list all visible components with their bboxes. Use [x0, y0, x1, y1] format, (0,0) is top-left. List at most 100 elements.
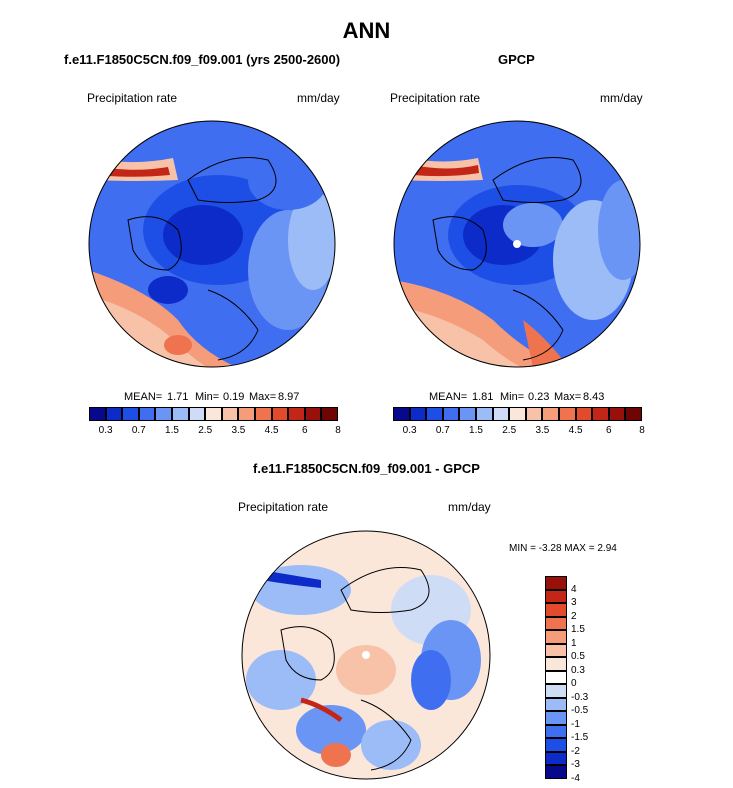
panel-2-colorbar-tick-label: 6 — [606, 425, 612, 436]
panel-2-colorbar-swatch — [393, 407, 410, 421]
panel-2-colorbar-swatch — [525, 407, 543, 421]
panel-1-colorbar-tick-label: 8 — [335, 425, 341, 436]
panel-2-subtitle: GPCP — [498, 52, 535, 67]
panel-1-subtitle: f.e11.F1850C5CN.f09_f09.001 (yrs 2500-26… — [64, 52, 341, 67]
diff-colorbar-tick-label: -1 — [571, 718, 580, 730]
diff-panel-minmax: MIN = -3.28 MAX = 2.94 — [509, 543, 617, 554]
panel-1-colorbar-swatch — [105, 407, 123, 421]
panel-1-colorbar-swatch — [304, 407, 322, 421]
diff-colorbar-tick-label: 0.5 — [571, 651, 585, 663]
panel-1-max-label: Max= — [249, 391, 277, 403]
panel-1-mean-value: 1.71 — [167, 391, 189, 403]
diff-colorbar-tick-label: -0.3 — [571, 691, 589, 703]
diff-colorbar-tick-label: 4 — [571, 583, 577, 595]
panel-1-colorbar-swatch — [122, 407, 139, 421]
panel-1-colorbar-swatch — [172, 407, 189, 421]
panel-2-colorbar-swatch — [409, 407, 427, 421]
panel-1-colorbar-swatch — [238, 407, 255, 421]
diff-colorbar-swatch — [545, 684, 567, 698]
panel-2-colorbar-swatch — [492, 407, 510, 421]
panel-1-colorbar-swatch — [271, 407, 289, 421]
diff-colorbar-tick-label: -0.5 — [571, 705, 589, 717]
panel-2-colorbar-ticks: 0.3 0.7 1.5 2.5 3.5 4.5 6 8 — [393, 425, 645, 439]
panel-2-colorbar-swatch — [509, 407, 526, 421]
panel-2-colorbar-tick-label: 0.3 — [402, 425, 417, 436]
panel-2-colorbar-swatch — [426, 407, 443, 421]
panel-2-min-label: Min= — [500, 391, 525, 403]
panel-1-min-label: Min= — [195, 391, 220, 403]
panel-1-colorbar-swatch — [89, 407, 106, 421]
panel-2-min-value: 0.23 — [528, 391, 550, 403]
diff-colorbar-swatch — [545, 711, 567, 725]
panel-1-variable-label: Precipitation rate — [87, 91, 178, 105]
panel-2-colorbar-swatch — [559, 407, 576, 421]
diff-colorbar-tick-label: 0 — [571, 678, 577, 690]
panel-2-variable-label: Precipitation rate — [390, 91, 481, 105]
panel-2-max-value: 8.43 — [583, 391, 605, 403]
panel-1-colorbar-swatch — [155, 407, 172, 421]
panel-1-colorbar-swatch — [321, 407, 338, 421]
panel-1-colorbar-swatch — [288, 407, 305, 421]
panel-1-polar-map — [88, 120, 336, 368]
panel-2-max-label: Max= — [554, 391, 582, 403]
panel-1-max-value: 8.97 — [278, 391, 300, 403]
diff-colorbar-tick-label: 1 — [571, 637, 577, 649]
panel-1-colorbar-tick-label: 2.5 — [198, 425, 213, 436]
panel-2-colorbar-swatch — [608, 407, 626, 421]
diff-panel-units-label: mm/day — [448, 500, 491, 514]
diff-colorbar-swatch — [545, 589, 567, 604]
panel-2-units-label: mm/day — [600, 91, 643, 105]
diff-colorbar-tick-label: -2 — [571, 745, 580, 757]
panel-1-colorbar-tick-label: 1.5 — [165, 425, 179, 436]
panel-1-colorbar-ticks: 0.3 0.7 1.5 2.5 3.5 4.5 6 8 — [89, 425, 341, 439]
diff-colorbar-tick-label: -3 — [571, 759, 580, 771]
diff-colorbar-tick-label: 2 — [571, 610, 577, 622]
panel-2-colorbar-swatch — [592, 407, 609, 421]
diff-panel-variable-label: Precipitation rate — [238, 500, 329, 514]
diff-colorbar-swatch — [545, 724, 567, 739]
panel-2-colorbar-tick-label: 8 — [639, 425, 645, 436]
diff-colorbar-swatch — [545, 670, 567, 685]
panel-1-colorbar-tick-label: 0.3 — [98, 425, 113, 436]
diff-colorbar-swatch — [545, 765, 567, 779]
diff-colorbar-swatch — [545, 643, 567, 658]
panel-1-colorbar-tick-label: 0.7 — [131, 425, 146, 436]
diff-colorbar-tick-label: 1.5 — [571, 624, 585, 636]
diff-colorbar-swatch — [545, 751, 567, 766]
panel-2-colorbar-swatch — [542, 407, 559, 421]
panel-2-polar-map — [393, 120, 641, 368]
page-title: ANN — [342, 18, 391, 43]
diff-colorbar — [545, 576, 567, 779]
panel-2-colorbar-swatch — [442, 407, 460, 421]
panel-1-min-value: 0.19 — [223, 391, 245, 403]
diff-colorbar-swatch — [545, 616, 567, 631]
diff-colorbar-ticks: 4 3 2 1.5 1 0.5 0.3 0 -0.3 -0.5 -1 -1.5 -2 -3 -4 — [571, 576, 611, 784]
panel-1-colorbar-swatch — [255, 407, 272, 421]
panel-2-colorbar-swatch — [459, 407, 476, 421]
panel-2-colorbar-tick-label: 4.5 — [568, 425, 583, 436]
panel-1-colorbar-swatch — [205, 407, 222, 421]
diff-colorbar-tick-label: 3 — [571, 597, 577, 609]
panel-1-mean-label: MEAN= — [124, 391, 163, 403]
diff-panel-polar-map — [241, 530, 491, 780]
panel-2-mean-value: 1.81 — [472, 391, 494, 403]
panel-2-colorbar-swatch — [625, 407, 642, 421]
diff-colorbar-tick-label: -4 — [571, 773, 580, 784]
diff-colorbar-swatch — [545, 697, 567, 712]
panel-1-colorbar-tick-label: 4.5 — [264, 425, 279, 436]
panel-1-colorbar-swatch — [138, 407, 156, 421]
panel-2-mean-label: MEAN= — [429, 391, 468, 403]
panel-1-colorbar — [89, 407, 338, 421]
panel-1-colorbar-swatch — [221, 407, 239, 421]
diff-colorbar-tick-label: -1.5 — [571, 732, 589, 744]
panel-2-colorbar-tick-label: 1.5 — [469, 425, 483, 436]
panel-2-colorbar-tick-label: 0.7 — [435, 425, 450, 436]
diff-panel-subtitle: f.e11.F1850C5CN.f09_f09.001 - GPCP — [253, 461, 480, 476]
diff-colorbar-swatch — [545, 576, 567, 590]
panel-1-colorbar-swatch — [188, 407, 206, 421]
panel-1-colorbar-tick-label: 3.5 — [231, 425, 246, 436]
diff-colorbar-tick-label: 0.3 — [571, 664, 585, 676]
panel-2-colorbar-tick-label: 3.5 — [535, 425, 550, 436]
panel-2-colorbar-tick-label: 2.5 — [502, 425, 517, 436]
diff-colorbar-swatch — [545, 630, 567, 644]
